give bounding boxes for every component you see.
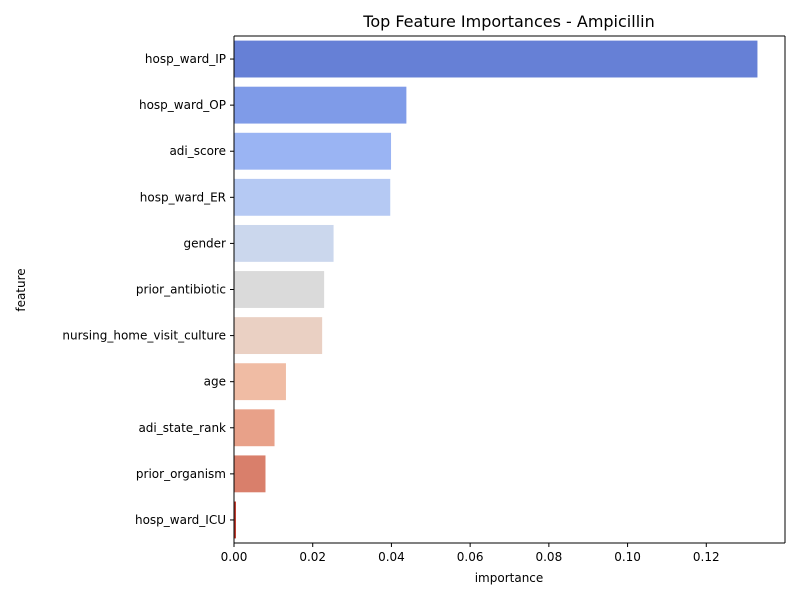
- bar-prior_antibiotic: [234, 271, 325, 308]
- chart-title: Top Feature Importances - Ampicillin: [362, 12, 654, 31]
- bar-prior_organism: [234, 455, 266, 493]
- bar-nursing_home_visit_culture: [234, 317, 323, 355]
- x-tick-label: 0.02: [299, 550, 326, 564]
- y-axis-ticks: hosp_ward_IP hosp_ward_OP adi_score hosp_wa…: [62, 52, 234, 527]
- bar-hosp_ward_ER: [234, 178, 391, 216]
- bar-adi_state_rank: [234, 409, 275, 447]
- x-tick-label: 0.00: [221, 550, 248, 564]
- y-tick-label: prior_antibiotic: [136, 283, 226, 297]
- y-tick-label: age: [204, 375, 226, 389]
- y-tick-label: adi_score: [169, 144, 226, 158]
- bar-hosp_ward_OP: [234, 86, 407, 124]
- x-tick-label: 0.04: [378, 550, 405, 564]
- y-tick-label: prior_organism: [136, 467, 226, 481]
- bars-group: [234, 40, 758, 539]
- y-tick-label: hosp_ward_ER: [140, 190, 226, 204]
- x-tick-label: 0.06: [457, 550, 484, 564]
- bar-adi_score: [234, 132, 392, 170]
- bar-gender: [234, 224, 334, 262]
- x-axis-ticks: 0.00 0.02 0.04 0.06 0.08 0.10 0.12: [221, 543, 720, 564]
- y-tick-label: nursing_home_visit_culture: [62, 329, 226, 343]
- y-tick-label: adi_state_rank: [138, 421, 226, 435]
- y-tick-label: hosp_ward_OP: [139, 98, 226, 112]
- y-tick-label: gender: [183, 236, 226, 250]
- y-axis-label: feature: [14, 268, 28, 311]
- x-tick-label: 0.10: [614, 550, 641, 564]
- x-axis-label: importance: [475, 571, 544, 585]
- x-tick-label: 0.08: [535, 550, 562, 564]
- bar-hosp_ward_IP: [234, 40, 758, 78]
- y-tick-label: hosp_ward_ICU: [135, 513, 226, 527]
- bar-age: [234, 363, 286, 401]
- bar-hosp_ward_ICU: [234, 501, 236, 539]
- y-tick-label: hosp_ward_IP: [145, 52, 226, 66]
- x-tick-label: 0.12: [693, 550, 720, 564]
